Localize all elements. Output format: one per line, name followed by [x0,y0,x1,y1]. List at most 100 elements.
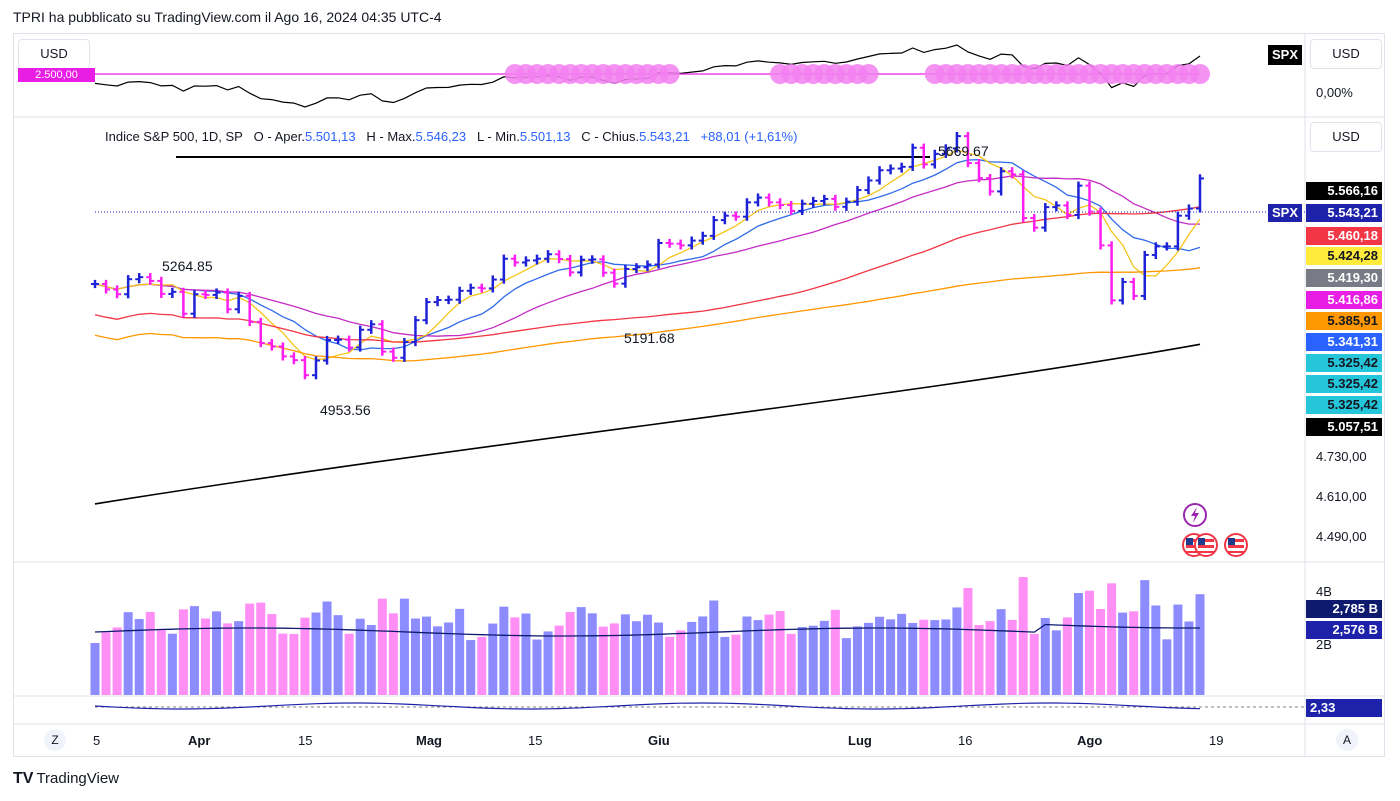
volume-bar[interactable] [930,620,940,695]
volume-bar[interactable] [256,602,266,695]
volume-bar[interactable] [786,633,796,695]
volume-bar[interactable] [841,638,851,695]
volume-bar[interactable] [775,611,785,695]
volume-bar[interactable] [223,623,233,695]
volume-bar[interactable] [1007,619,1017,695]
volume-bar[interactable] [919,619,929,695]
volume-bar[interactable] [852,626,862,695]
volume-bar[interactable] [112,627,122,695]
volume-bar[interactable] [477,636,487,695]
volume-bar[interactable] [643,614,652,695]
volume-bar[interactable] [245,603,255,695]
lightning-event-icon[interactable] [1182,502,1210,530]
volume-bar[interactable] [189,606,199,695]
volume-bar[interactable] [963,587,973,695]
volume-bar[interactable] [897,613,907,695]
volume-bar[interactable] [720,636,730,695]
volume-bar[interactable] [819,620,829,695]
volume-bar[interactable] [654,622,664,695]
volume-bar[interactable] [267,614,277,695]
volume-bar[interactable] [974,625,984,695]
volume-bar[interactable] [278,633,288,695]
volume-bar[interactable] [212,611,222,695]
volume-bar[interactable] [687,621,697,695]
volume-bar[interactable] [499,606,509,695]
volume-bar[interactable] [1096,608,1106,695]
volume-bar[interactable] [1040,617,1050,695]
volume-bar[interactable] [333,615,343,695]
volume-bar[interactable] [433,626,443,695]
volume-bar[interactable] [631,621,641,695]
volume-bar[interactable] [521,613,531,695]
volume-bar[interactable] [178,609,188,695]
us-flag-event-icon[interactable] [1180,532,1250,560]
volume-bar[interactable] [1085,590,1094,695]
volume-bar[interactable] [1195,594,1205,695]
volume-bar[interactable] [289,633,299,695]
volume-bar[interactable] [587,613,597,695]
volume-bar[interactable] [1073,593,1083,695]
currency-button-price[interactable]: USD [1310,122,1382,152]
currency-button-top-left[interactable]: USD [18,39,90,69]
zoom-z-button[interactable]: Z [44,729,66,751]
volume-bar[interactable] [90,643,100,695]
volume-bar[interactable] [543,631,553,695]
volume-bar[interactable] [764,614,774,695]
volume-bar[interactable] [731,634,741,695]
volume-bar[interactable] [952,607,962,695]
volume-bar[interactable] [532,639,542,695]
volume-bar[interactable] [676,630,686,695]
volume-bar[interactable] [598,626,608,695]
volume-bar[interactable] [830,609,840,695]
volume-bar[interactable] [1018,577,1028,695]
volume-bar[interactable] [234,621,244,695]
volume-bar[interactable] [554,625,564,695]
volume-bar[interactable] [886,619,896,695]
volume-bar[interactable] [1151,605,1161,695]
volume-bar[interactable] [1184,621,1194,695]
volume-bar[interactable] [1107,583,1117,695]
volume-bar[interactable] [399,598,409,695]
volume-bar[interactable] [311,612,321,695]
auto-scale-button[interactable]: A [1336,729,1358,751]
volume-bar[interactable] [864,622,873,695]
volume-bar[interactable] [609,623,619,695]
volume-bar[interactable] [1129,611,1139,695]
volume-bar[interactable] [709,600,719,695]
volume-bar[interactable] [422,616,431,695]
volume-bar[interactable] [322,601,332,695]
volume-bar[interactable] [455,608,465,695]
currency-button-top-right[interactable]: USD [1310,39,1382,69]
volume-bar[interactable] [1051,630,1061,695]
volume-bar[interactable] [377,598,387,695]
volume-bar[interactable] [488,623,498,695]
volume-bar[interactable] [167,633,177,695]
volume-bar[interactable] [996,609,1006,695]
volume-bar[interactable] [1118,612,1128,695]
volume-bar[interactable] [156,628,166,695]
volume-bar[interactable] [576,607,586,695]
volume-bar[interactable] [344,633,354,695]
volume-bar[interactable] [145,611,155,695]
tradingview-brand[interactable]: TV TradingView [13,770,119,788]
volume-bar[interactable] [1173,604,1183,695]
volume-bar[interactable] [808,625,818,695]
volume-bar[interactable] [565,611,575,695]
volume-bar[interactable] [698,616,708,695]
volume-bar[interactable] [742,616,752,695]
volume-bar[interactable] [1062,617,1072,695]
volume-bar[interactable] [1029,633,1039,695]
volume-bar[interactable] [985,621,995,695]
volume-bar[interactable] [510,617,520,695]
volume-bar[interactable] [908,622,918,695]
volume-bar[interactable] [444,622,454,695]
volume-bar[interactable] [753,620,763,695]
volume-bar[interactable] [941,619,951,695]
volume-bar[interactable] [466,640,476,695]
volume-bar[interactable] [1140,580,1150,695]
volume-bar[interactable] [355,618,365,695]
volume-bar[interactable] [797,626,807,695]
volume-bar[interactable] [388,613,398,695]
volume-bar[interactable] [1162,639,1172,695]
